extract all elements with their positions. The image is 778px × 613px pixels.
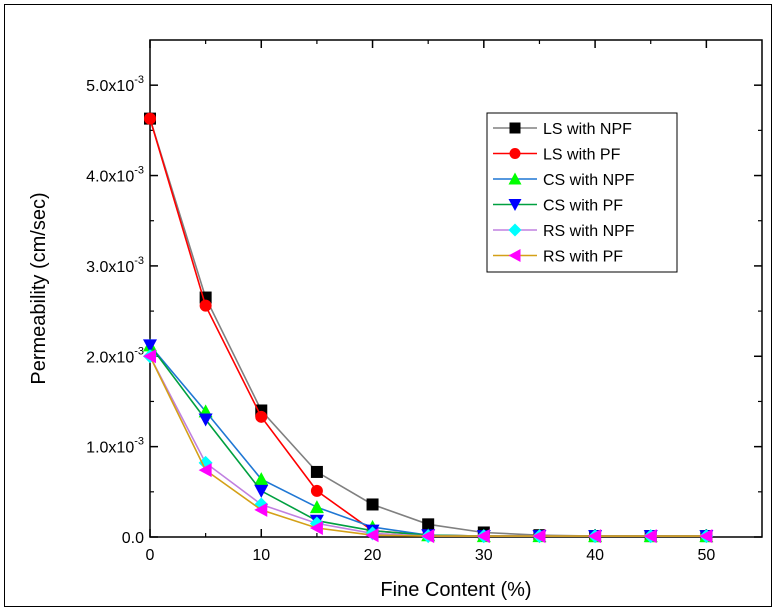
legend-item: RS with NPF: [493, 223, 635, 240]
data-point: [144, 112, 156, 125]
legend-marker: [509, 148, 521, 159]
series-cs-with-npf: [143, 338, 714, 543]
data-point: [254, 472, 269, 486]
y-tick-label: 4.0x10-3: [86, 165, 144, 186]
legend-marker: [508, 172, 522, 185]
legend-label: RS with PF: [543, 249, 623, 266]
y-tick-label: 1.0x10-3: [86, 436, 144, 457]
legend-label: LS with PF: [543, 147, 621, 164]
data-point: [309, 520, 323, 535]
legend-box: [486, 112, 678, 273]
data-point: [255, 404, 268, 417]
data-point: [476, 529, 490, 544]
data-point: [198, 413, 213, 427]
data-point: [198, 463, 212, 478]
data-point: [532, 529, 546, 544]
series-cs-with-pf: [143, 339, 714, 544]
plot-area: [149, 39, 763, 538]
y-tick-label: 2.0x10-3: [86, 345, 144, 366]
x-tick-label: 50: [697, 547, 715, 564]
legend-item: RS with PF: [493, 249, 623, 266]
data-point: [143, 339, 157, 353]
legend-label: LS with NPF: [543, 121, 632, 138]
legend-marker: [509, 122, 521, 134]
data-point: [143, 349, 156, 364]
data-point: [699, 529, 713, 544]
data-point: [643, 529, 657, 544]
series-line: [149, 344, 707, 537]
x-tick-label: 40: [586, 547, 604, 564]
x-tick-label: 10: [252, 547, 270, 564]
y-tick-label: 5.0x10-3: [86, 74, 144, 95]
legend-item: CS with NPF: [493, 172, 635, 189]
legend-marker: [508, 199, 522, 211]
data-point: [365, 528, 379, 543]
legend: LS with NPF LS with PF CS with NPF CS with …: [486, 112, 678, 273]
data-point: [310, 484, 323, 497]
plot-border: [149, 39, 763, 538]
legend-label: RS with NPF: [543, 223, 635, 240]
series-line: [149, 344, 707, 537]
y-tick-label: 3.0x10-3: [86, 255, 144, 276]
y-axis-title: Permeability (cm/sec): [28, 192, 50, 384]
legend-label: CS with NPF: [543, 172, 635, 189]
data-point: [199, 299, 212, 312]
chart-frame: [4, 4, 772, 607]
data-point: [588, 529, 602, 544]
legend-marker: [508, 249, 521, 262]
data-point: [255, 410, 268, 423]
data-point: [422, 518, 435, 531]
legend-label: CS with PF: [543, 198, 623, 215]
series-rs-with-npf: [143, 349, 714, 544]
x-tick-label: 20: [364, 547, 382, 564]
series-rs-with-pf: [143, 349, 713, 544]
legend-item: LS with PF: [493, 147, 621, 164]
data-point: [309, 500, 324, 514]
data-point: [421, 529, 435, 544]
data-point: [310, 465, 323, 478]
legend-item: LS with NPF: [493, 121, 632, 138]
y-tick-label: 0.0: [122, 530, 144, 547]
data-point: [254, 502, 268, 517]
x-tick-label: 30: [475, 547, 493, 564]
data-point: [254, 484, 269, 498]
series-lines: [143, 112, 714, 544]
data-point: [366, 498, 379, 511]
legend-item: CS with PF: [493, 198, 623, 215]
legend-marker: [508, 223, 522, 237]
x-tick-label: 0: [146, 547, 155, 564]
x-axis-title: Fine Content (%): [380, 579, 531, 601]
